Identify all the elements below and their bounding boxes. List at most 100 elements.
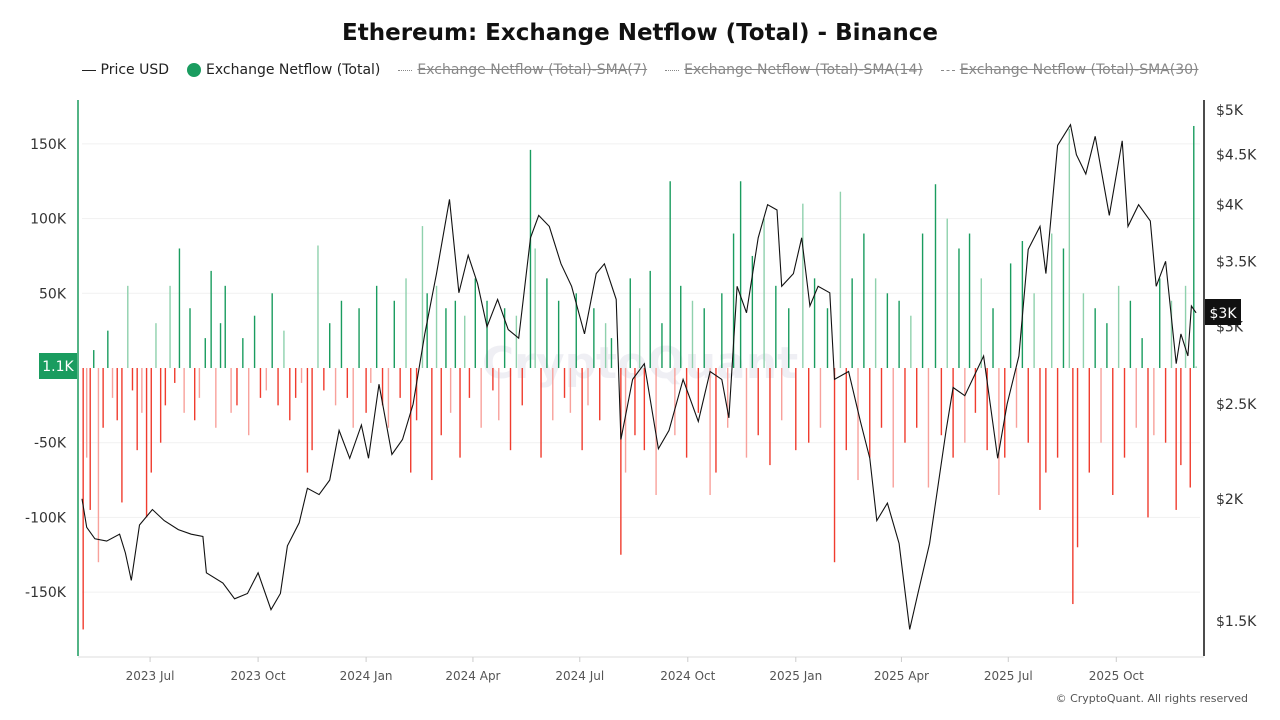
netflow-bar-inflow <box>340 300 343 368</box>
netflow-bar-outflow <box>857 368 859 481</box>
netflow-bar-outflow <box>569 368 572 413</box>
netflow-bar-inflow <box>839 191 842 368</box>
netflow-bar-inflow <box>763 218 765 368</box>
netflow-bar-inflow <box>107 330 109 368</box>
netflow-bar-outflow <box>323 368 325 391</box>
legend-item-price-usd[interactable]: Price USD <box>81 62 169 78</box>
netflow-bar-outflow <box>431 368 433 481</box>
netflow-bar-outflow <box>563 368 566 398</box>
netflow-bar-inflow <box>910 315 912 368</box>
netflow-bar-outflow <box>449 368 452 413</box>
netflow-bar-outflow <box>1135 368 1137 428</box>
left-current-value-badge: 1.1K <box>39 353 77 379</box>
netflow-bar-inflow <box>886 293 889 368</box>
netflow-bar-inflow <box>1068 128 1071 368</box>
netflow-bar-outflow <box>159 368 162 443</box>
netflow-bar-inflow <box>546 278 548 368</box>
netflow-bar-outflow <box>974 368 977 413</box>
netflow-bar-outflow <box>352 368 354 428</box>
netflow-bar-inflow <box>454 300 457 368</box>
netflow-bar-inflow <box>863 233 865 368</box>
right-tick-label: $4.5K <box>1216 148 1257 164</box>
netflow-bar-inflow <box>575 293 577 368</box>
legend-item-sma-7[interactable]: Exchange Netflow (Total)-SMA(7) <box>398 62 647 78</box>
netflow-bar-inflow <box>155 323 157 368</box>
netflow-bar-outflow <box>697 368 700 413</box>
netflow-bar-outflow <box>581 368 583 451</box>
legend-label: Exchange Netflow (Total) <box>206 62 381 78</box>
netflow-bar-outflow <box>492 368 494 391</box>
netflow-bar-inflow <box>1195 366 1197 368</box>
netflow-bar-outflow <box>415 368 418 421</box>
x-tick-label: 2024 Jul <box>555 669 604 683</box>
netflow-bar-inflow <box>557 300 560 368</box>
netflow-bar-inflow <box>1141 338 1143 368</box>
left-tick-label: 50K <box>39 286 67 302</box>
left-tick-label: -50K <box>34 436 67 452</box>
netflow-bar-outflow <box>880 368 883 428</box>
netflow-bar-inflow <box>329 323 331 368</box>
netflow-bar-inflow <box>593 308 595 368</box>
netflow-bar-outflow <box>1072 368 1074 605</box>
netflow-bar-outflow <box>311 368 313 451</box>
netflow-bar-inflow <box>189 308 191 368</box>
netflow-bar-outflow <box>116 368 118 421</box>
netflow-bar-inflow <box>93 350 95 368</box>
netflow-bar-inflow <box>464 315 466 368</box>
netflow-bar-inflow <box>703 308 705 368</box>
netflow-bar-inflow <box>629 278 631 368</box>
netflow-bar-inflow <box>721 293 723 368</box>
netflow-bar-outflow <box>370 368 372 383</box>
chart-title: Ethereum: Exchange Netflow (Total) - Bin… <box>342 20 938 46</box>
netflow-bar-inflow <box>898 300 900 368</box>
netflow-bar-outflow <box>1039 368 1041 510</box>
netflow-bar-outflow <box>136 368 138 451</box>
netflow-bar-inflow <box>219 323 222 368</box>
netflow-bar-outflow <box>1153 368 1155 436</box>
netflow-bar-inflow <box>649 270 651 368</box>
legend-item-sma-30[interactable]: Exchange Netflow (Total)-SMA(30) <box>940 62 1198 78</box>
netflow-bar-outflow <box>300 368 303 383</box>
netflow-bar-outflow <box>121 368 123 503</box>
netflow-bar-inflow <box>317 245 319 368</box>
left-tick-label: -150K <box>25 585 67 601</box>
netflow-bar-inflow <box>788 308 790 368</box>
right-current-value-badge: $3K <box>1205 299 1241 325</box>
netflow-bar-outflow <box>745 368 748 458</box>
netflow-bars <box>82 125 1197 630</box>
netflow-bar-inflow <box>826 308 829 368</box>
netflow-bar-outflow <box>1123 368 1126 458</box>
netflow-bar-outflow <box>916 368 918 428</box>
x-tick-label: 2025 Oct <box>1089 669 1144 683</box>
netflow-bar-outflow <box>82 368 84 630</box>
right-current-value: $3K <box>1210 306 1238 322</box>
netflow-bar-inflow <box>210 270 212 368</box>
netflow-bar-outflow <box>998 368 1000 495</box>
netflow-bar-inflow <box>732 233 735 368</box>
legend-item-sma-14[interactable]: Exchange Netflow (Total)-SMA(14) <box>665 62 923 78</box>
netflow-bar-outflow <box>1088 368 1090 473</box>
netflow-bar-inflow <box>946 218 948 368</box>
netflow-bar-inflow <box>224 285 226 368</box>
netflow-bar-inflow <box>515 315 518 368</box>
netflow-bar-inflow <box>178 248 181 368</box>
netflow-bar-outflow <box>940 368 943 436</box>
netflow-bar-outflow <box>509 368 512 451</box>
netflow-bar-outflow <box>552 368 554 421</box>
netflow-bar-outflow <box>145 368 148 518</box>
netflow-bar-inflow <box>1193 125 1195 368</box>
dashed-line-icon <box>940 69 955 71</box>
x-tick-label: 2023 Jul <box>126 669 175 683</box>
legend-item-exchange-netflow[interactable]: Exchange Netflow (Total) <box>187 62 380 78</box>
netflow-bar-outflow <box>727 368 729 428</box>
legend-label: Exchange Netflow (Total)-SMA(7) <box>417 62 648 78</box>
netflow-bar-outflow <box>85 368 88 458</box>
netflow-bar-outflow <box>111 368 114 398</box>
netflow-bar-outflow <box>819 368 822 428</box>
netflow-bar-outflow <box>294 368 297 398</box>
netflow-bar-outflow <box>869 368 871 458</box>
netflow-bar-outflow <box>365 368 367 413</box>
netflow-bar-inflow <box>1051 233 1053 368</box>
netflow-bar-outflow <box>521 368 523 406</box>
